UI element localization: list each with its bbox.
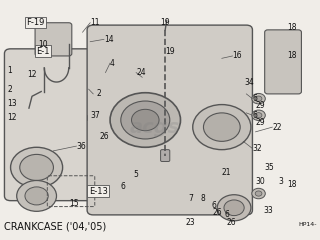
Text: 1: 1 bbox=[7, 66, 12, 75]
Text: 12: 12 bbox=[7, 113, 17, 122]
Circle shape bbox=[132, 109, 159, 131]
Text: 32: 32 bbox=[252, 144, 262, 153]
Text: 33: 33 bbox=[263, 206, 273, 215]
Text: 18: 18 bbox=[288, 180, 297, 189]
Text: 22: 22 bbox=[272, 123, 282, 132]
Text: 37: 37 bbox=[90, 111, 100, 120]
FancyBboxPatch shape bbox=[87, 25, 252, 215]
Text: 24: 24 bbox=[136, 68, 146, 77]
Text: 34: 34 bbox=[245, 78, 254, 87]
Circle shape bbox=[255, 96, 262, 101]
Text: 29: 29 bbox=[255, 118, 265, 127]
Circle shape bbox=[17, 180, 57, 211]
Text: HP14-: HP14- bbox=[298, 222, 317, 227]
Circle shape bbox=[121, 101, 170, 139]
Text: 11: 11 bbox=[90, 18, 100, 27]
Text: E-1: E-1 bbox=[36, 47, 50, 56]
FancyBboxPatch shape bbox=[161, 150, 170, 162]
Text: 8: 8 bbox=[200, 194, 205, 203]
Text: 30: 30 bbox=[255, 177, 265, 186]
Circle shape bbox=[255, 113, 262, 118]
Text: 15: 15 bbox=[69, 198, 78, 208]
Text: 12: 12 bbox=[28, 70, 37, 79]
Text: 6: 6 bbox=[211, 201, 216, 210]
Text: 19: 19 bbox=[161, 18, 170, 27]
Text: 35: 35 bbox=[265, 163, 275, 172]
Text: 13: 13 bbox=[7, 99, 17, 108]
Circle shape bbox=[217, 195, 251, 221]
Circle shape bbox=[255, 191, 262, 196]
Text: 7: 7 bbox=[188, 194, 193, 203]
FancyBboxPatch shape bbox=[4, 49, 96, 201]
Circle shape bbox=[252, 110, 265, 120]
Text: 36: 36 bbox=[76, 142, 86, 150]
Text: acgs: acgs bbox=[129, 118, 180, 137]
Text: 6: 6 bbox=[252, 94, 257, 103]
Circle shape bbox=[25, 187, 48, 205]
Text: 29: 29 bbox=[255, 101, 265, 110]
Text: 26: 26 bbox=[213, 208, 222, 217]
Text: 3: 3 bbox=[278, 177, 283, 186]
Text: 2: 2 bbox=[7, 85, 12, 94]
Text: 26: 26 bbox=[100, 132, 109, 141]
Text: 18: 18 bbox=[288, 51, 297, 60]
Text: 18: 18 bbox=[288, 23, 297, 32]
Text: 14: 14 bbox=[104, 35, 114, 44]
Circle shape bbox=[252, 93, 265, 104]
Text: 6: 6 bbox=[121, 182, 126, 191]
Text: 5: 5 bbox=[133, 170, 138, 179]
Text: 6: 6 bbox=[225, 210, 230, 219]
Circle shape bbox=[252, 188, 265, 199]
Circle shape bbox=[204, 113, 240, 141]
Circle shape bbox=[224, 200, 244, 216]
Text: 23: 23 bbox=[185, 217, 195, 227]
Text: F-19: F-19 bbox=[26, 18, 44, 27]
Text: 21: 21 bbox=[222, 168, 231, 177]
Text: 4: 4 bbox=[110, 59, 115, 68]
Text: 16: 16 bbox=[233, 51, 242, 60]
Circle shape bbox=[110, 93, 180, 147]
Text: CRANKCASE ('04,'05): CRANKCASE ('04,'05) bbox=[4, 222, 107, 232]
FancyBboxPatch shape bbox=[35, 23, 72, 56]
Circle shape bbox=[20, 154, 53, 180]
FancyBboxPatch shape bbox=[265, 30, 301, 94]
Text: 10: 10 bbox=[38, 40, 48, 48]
Circle shape bbox=[11, 147, 63, 188]
Circle shape bbox=[193, 105, 251, 150]
Text: 26: 26 bbox=[227, 217, 236, 227]
Text: E-13: E-13 bbox=[89, 187, 108, 196]
Text: 2: 2 bbox=[96, 90, 101, 98]
Text: 19: 19 bbox=[165, 47, 175, 56]
Text: 6: 6 bbox=[252, 111, 257, 120]
